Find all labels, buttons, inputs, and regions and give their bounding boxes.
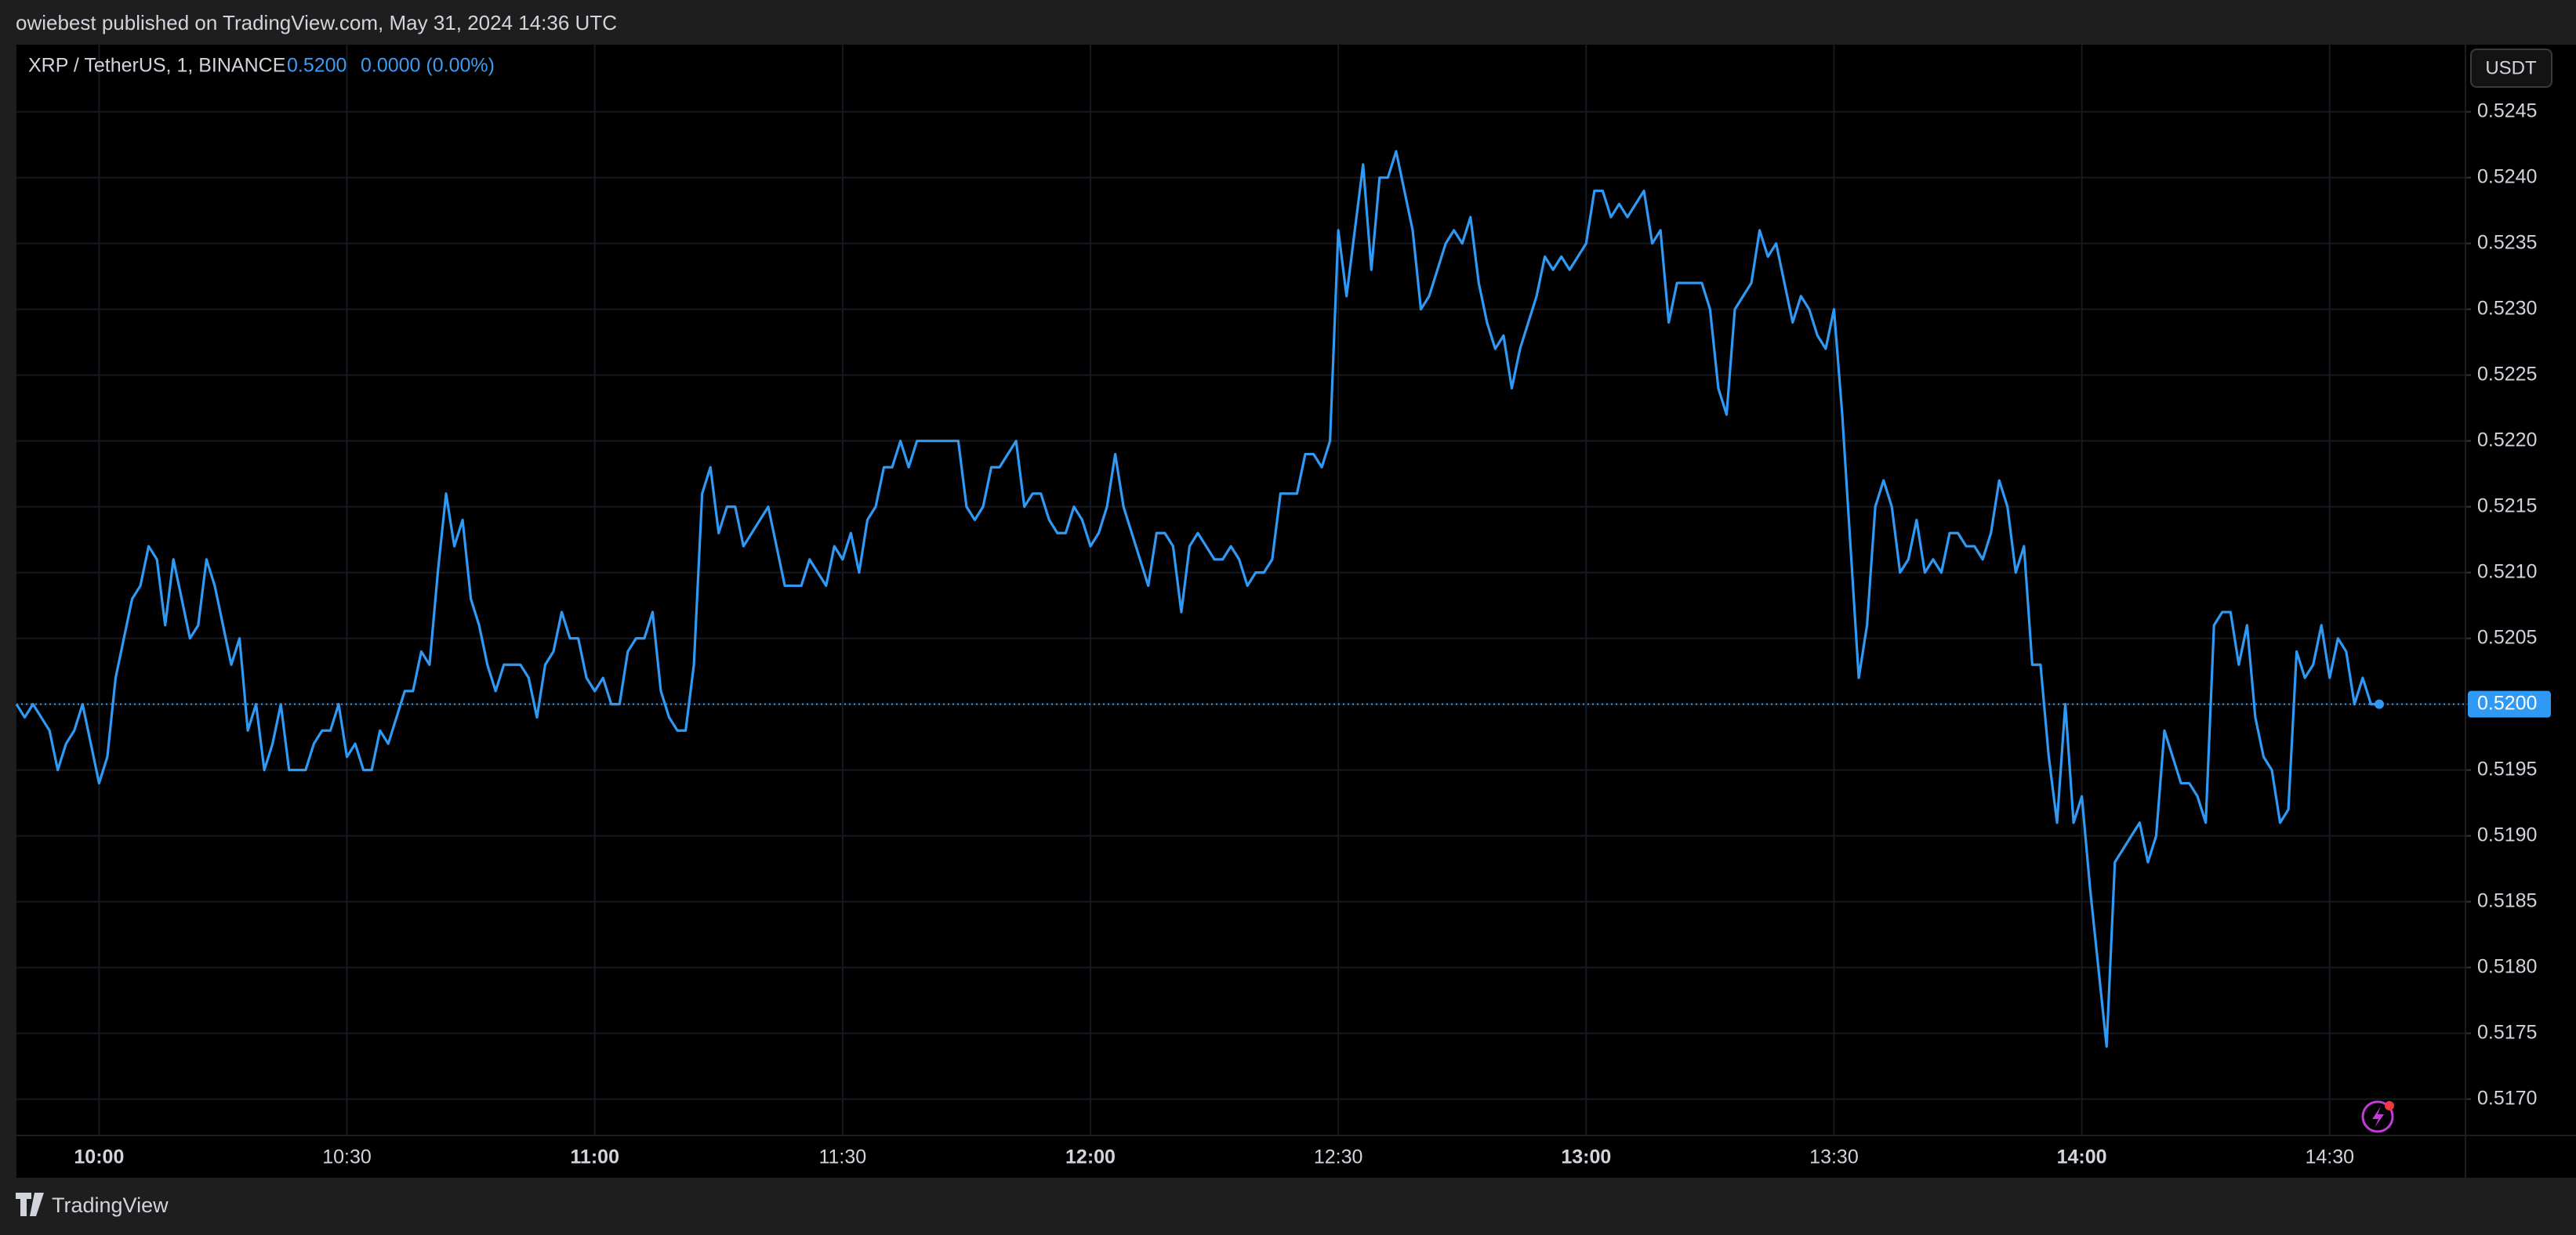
x-tick-label: 11:30	[818, 1146, 866, 1168]
x-tick-label: 13:00	[1561, 1146, 1611, 1168]
x-tick-label: 14:00	[2057, 1146, 2107, 1168]
y-tick-label: 0.5195	[2477, 758, 2537, 780]
legend-price: 0.5200	[287, 55, 346, 77]
y-tick-label: 0.5225	[2477, 363, 2537, 385]
y-tick-label: 0.5170	[2477, 1087, 2537, 1109]
price-line	[15, 150, 2379, 1048]
y-tick-label: 0.5245	[2477, 100, 2537, 121]
y-tick-label: 0.5185	[2477, 889, 2537, 911]
price-tag-label: 0.5200	[2477, 692, 2537, 714]
x-tick-label: 14:30	[2305, 1146, 2354, 1168]
axis-corner	[2466, 1136, 2576, 1178]
price-tag	[2468, 690, 2551, 718]
icon-bolt	[2372, 1106, 2384, 1128]
y-tick-label: 0.5215	[2477, 494, 2537, 516]
brand: TradingView	[16, 1193, 169, 1217]
brand-logo	[16, 1193, 44, 1216]
symbol: XRP / TetherUS, 1, BINANCE	[28, 55, 285, 77]
y-tick-label: 0.5205	[2477, 626, 2537, 648]
last-point	[2375, 699, 2384, 709]
icon-ring	[2361, 1100, 2394, 1133]
grid	[16, 45, 2465, 1135]
x-tick-label: 11:00	[570, 1146, 619, 1168]
y-tick-label: 0.5235	[2477, 231, 2537, 253]
price-axis	[2466, 45, 2576, 1135]
legend: XRP / TetherUS, 1, BINANCE 0.5200 0.0000…	[28, 55, 495, 77]
x-tick-label: 13:30	[1809, 1146, 1859, 1168]
x-tick-label: 12:00	[1065, 1146, 1116, 1168]
currency-label: USDT	[2485, 57, 2537, 78]
y-tick-label: 0.5180	[2477, 955, 2537, 977]
icon-dot	[2385, 1101, 2394, 1110]
x-tick-label: 12:30	[1314, 1146, 1363, 1168]
y-tick-label: 0.5230	[2477, 297, 2537, 319]
y-tick-label: 0.5240	[2477, 165, 2537, 187]
brand-name: TradingView	[52, 1193, 169, 1217]
y-tick-label: 0.5220	[2477, 429, 2537, 451]
publish-info: owiebest published on TradingView.com, M…	[16, 11, 617, 34]
y-tick-label: 0.5175	[2477, 1021, 2537, 1043]
y-tick-label: 0.5190	[2477, 824, 2537, 846]
time-axis	[16, 1136, 2465, 1178]
currency-button[interactable]	[2470, 49, 2552, 88]
legend-change: 0.0000 (0.00%)	[361, 55, 495, 77]
lightning-icon[interactable]	[2361, 1100, 2394, 1133]
x-tick-label: 10:30	[322, 1146, 372, 1168]
plot-area	[16, 45, 2465, 1135]
x-tick-label: 10:00	[74, 1146, 124, 1168]
y-tick-label: 0.5210	[2477, 560, 2537, 582]
marks	[15, 150, 2465, 1048]
